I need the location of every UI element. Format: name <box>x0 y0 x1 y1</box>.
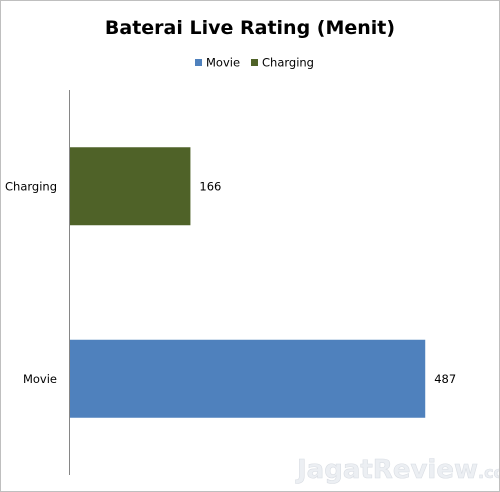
data-label-movie: 487 <box>434 372 456 386</box>
chart-title: Baterai Live Rating (Menit) <box>105 17 395 39</box>
legend-swatch-movie <box>195 59 202 66</box>
bar-charging <box>70 147 191 226</box>
category-label-movie: Movie <box>23 372 57 386</box>
data-labels: 166 487 <box>199 179 456 386</box>
category-label-charging: Charging <box>5 179 57 193</box>
bar-movie <box>70 339 426 418</box>
category-labels: Charging Movie <box>5 179 57 386</box>
data-label-charging: 166 <box>199 179 221 193</box>
legend-label-charging: Charging <box>262 56 314 70</box>
watermark: JagatReview.com <box>295 455 499 486</box>
bars-layer <box>70 147 426 418</box>
legend-label-movie: Movie <box>206 56 240 70</box>
legend-swatch-charging <box>251 59 258 66</box>
chart-legend: Movie Charging <box>195 56 314 70</box>
watermark-text: JagatReview.com <box>295 455 499 485</box>
